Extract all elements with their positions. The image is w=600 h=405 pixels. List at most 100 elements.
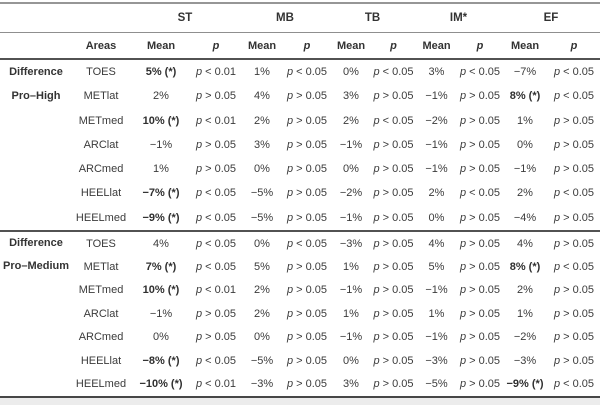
p-value: p > 0.05: [195, 163, 237, 176]
table-row: ARCmed 1% p > 0.05 0% p > 0.05 0% p > 0.05 −1% p…: [0, 157, 600, 181]
p-value: p > 0.05: [373, 378, 414, 391]
group-separator-rule: [0, 229, 600, 232]
mean-value: 2%: [343, 114, 359, 127]
mean-value: 0%: [254, 331, 270, 344]
mean-value: 1%: [343, 261, 359, 274]
p-value: p > 0.05: [286, 331, 328, 344]
area-label: ARClat: [83, 138, 119, 151]
mean-value: −1%: [149, 138, 173, 151]
p-header: p: [390, 39, 397, 52]
p-value: p > 0.05: [459, 261, 501, 274]
p-value: p > 0.05: [553, 354, 595, 367]
mean-header: Mean: [336, 39, 366, 52]
area-label: METmed: [78, 114, 124, 127]
mean-value: 5% (*): [145, 66, 177, 79]
mean-value: 0%: [343, 163, 359, 176]
group-label-line: Difference: [9, 236, 63, 249]
p-value: p > 0.05: [373, 90, 414, 103]
p-value: p > 0.05: [553, 307, 595, 320]
group-label-line: Pro–High: [11, 90, 61, 103]
mean-value: 1%: [517, 114, 533, 127]
table-top-rule: [0, 2, 600, 4]
p-value: p > 0.05: [195, 331, 237, 344]
area-label: METlat: [83, 90, 119, 103]
mean-value: 0%: [153, 331, 169, 344]
mean-value: −5%: [250, 354, 274, 367]
group-label-line: Difference: [9, 66, 63, 78]
mean-value: −2%: [339, 187, 363, 200]
p-value: p < 0.05: [459, 66, 501, 79]
group-label: Difference Pro–High: [0, 60, 72, 109]
p-value: p > 0.05: [553, 138, 595, 151]
mean-value: 0%: [343, 354, 359, 367]
p-value: p > 0.05: [459, 114, 501, 127]
mean-value: −1%: [425, 331, 448, 344]
row-group-pro-high: Difference Pro–High TOES 5% (*) p < 0.01 1%…: [0, 60, 600, 230]
p-value: p < 0.01: [195, 114, 237, 127]
mean-value: −1%: [339, 138, 363, 151]
mean-value: −3%: [339, 237, 363, 250]
mean-value: 2%: [153, 90, 169, 103]
table-row: HEELlat −7% (*) p < 0.05 −5% p > 0.05 −2% p > …: [0, 181, 600, 205]
p-value: p > 0.05: [459, 237, 501, 250]
p-value: p > 0.05: [286, 138, 328, 151]
area-label: METlat: [83, 261, 119, 274]
mean-value: −3%: [513, 354, 537, 367]
p-value: p > 0.05: [459, 284, 501, 297]
header-divider-rule: [0, 32, 600, 33]
p-value: p > 0.05: [286, 90, 328, 103]
p-value: p > 0.05: [459, 163, 501, 176]
mean-value: 10% (*): [142, 284, 180, 297]
p-value: p > 0.05: [286, 114, 328, 127]
group-label-line: Pro–Medium: [2, 260, 69, 273]
p-header: p: [476, 39, 484, 52]
mean-value: 8% (*): [509, 261, 541, 274]
p-value: p > 0.05: [553, 284, 595, 297]
mean-value: −2%: [513, 331, 537, 344]
mean-value: 2%: [254, 284, 270, 297]
column-header-ef: EF: [543, 12, 559, 24]
p-value: p > 0.05: [373, 261, 414, 274]
areas-header: Areas: [85, 39, 117, 52]
mean-value: 5%: [254, 261, 270, 274]
mean-header: Mean: [247, 39, 277, 52]
p-value: p < 0.05: [553, 261, 595, 274]
mean-value: −7% (*): [142, 187, 180, 200]
p-value: p < 0.01: [195, 284, 237, 297]
p-value: p > 0.05: [195, 138, 237, 151]
p-value: p > 0.05: [459, 331, 501, 344]
p-value: p < 0.05: [286, 237, 328, 250]
p-header: p: [303, 39, 311, 52]
mean-value: 0%: [517, 138, 533, 151]
area-label: TOES: [86, 66, 116, 79]
mean-value: −10% (*): [139, 378, 183, 391]
mean-value: 2%: [254, 307, 270, 320]
mean-value: 3%: [428, 66, 445, 79]
mean-value: −2%: [425, 114, 448, 127]
p-value: p > 0.05: [373, 354, 414, 367]
mean-value: 2%: [254, 114, 270, 127]
p-value: p < 0.05: [373, 66, 414, 79]
mean-value: 8% (*): [509, 90, 541, 103]
mean-value: 1%: [517, 307, 533, 320]
p-value: p > 0.05: [195, 90, 237, 103]
table-row: TOES 5% (*) p < 0.01 1% p < 0.05 0% p < 0.05 3%…: [0, 60, 600, 84]
p-value: p < 0.01: [195, 378, 237, 391]
table-bottom-rule: [0, 395, 600, 399]
mean-value: −8% (*): [142, 354, 180, 367]
mean-value: 1%: [254, 66, 270, 79]
mean-header: Mean: [422, 39, 451, 52]
mean-value: −1%: [339, 211, 363, 224]
p-value: p < 0.05: [195, 187, 237, 200]
p-value: p > 0.05: [373, 237, 414, 250]
mean-value: −3%: [425, 354, 448, 367]
p-value: p > 0.05: [286, 187, 328, 200]
mean-value: −7%: [513, 66, 537, 79]
row-container: TOES 4% p < 0.05 0% p < 0.05 −3% p > 0.05 4% p >…: [0, 232, 600, 396]
mean-value: −1%: [339, 284, 363, 297]
group-header-row: ST MB TB IM* EF: [0, 4, 600, 32]
mean-value: −5%: [425, 378, 448, 391]
table-row: ARClat −1% p > 0.05 2% p > 0.05 1% p > 0.05 1% p…: [0, 302, 600, 325]
column-header-tb: TB: [364, 12, 381, 24]
p-value: p < 0.05: [195, 211, 237, 224]
